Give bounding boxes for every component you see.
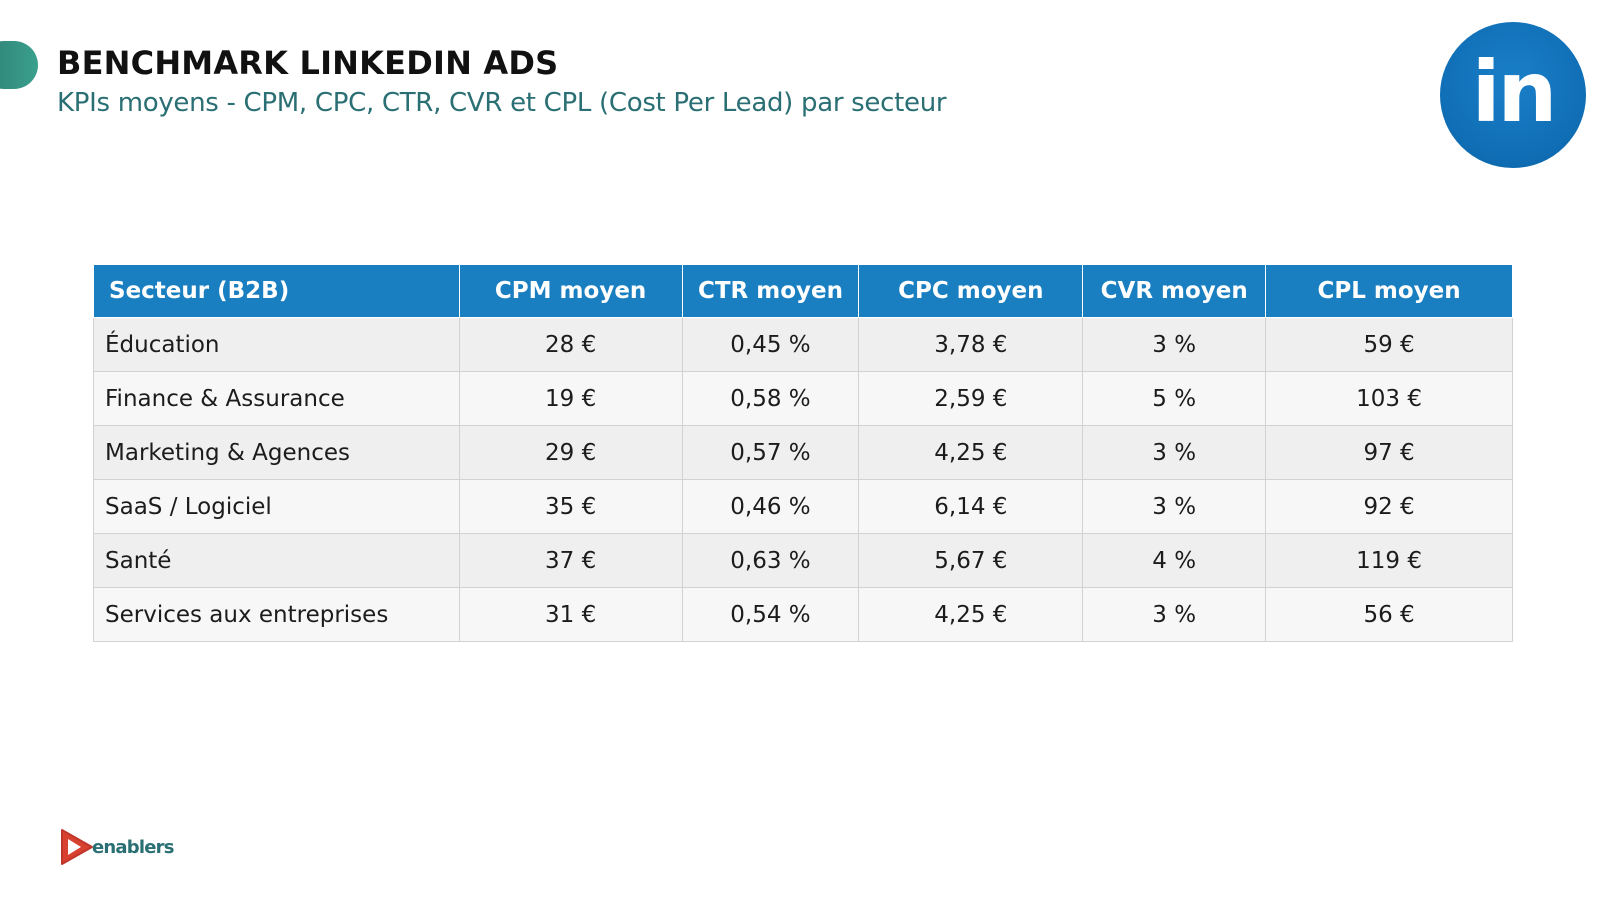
cell-cpl: 92 €: [1265, 479, 1513, 534]
cell-cpm: 31 €: [458, 587, 683, 642]
cell-cvr: 3 %: [1082, 587, 1267, 642]
cell-ctr: 0,46 %: [681, 479, 860, 534]
column-header-cvr: CVR moyen: [1082, 264, 1267, 318]
table-row: Éducation 28 € 0,45 % 3,78 € 3 % 59 €: [93, 317, 1513, 372]
cell-cvr: 3 %: [1082, 317, 1267, 372]
linkedin-logo: in: [1440, 22, 1586, 168]
cell-cvr: 5 %: [1082, 371, 1267, 426]
cell-ctr: 0,58 %: [681, 371, 860, 426]
table-row: Santé 37 € 0,63 % 5,67 € 4 % 119 €: [93, 533, 1513, 588]
column-header-ctr: CTR moyen: [681, 264, 860, 318]
column-header-cpl: CPL moyen: [1265, 264, 1513, 318]
page-subtitle: KPIs moyens - CPM, CPC, CTR, CVR et CPL …: [57, 88, 947, 118]
cell-secteur: Finance & Assurance: [93, 371, 460, 426]
cell-cpl: 56 €: [1265, 587, 1513, 642]
cell-secteur: Services aux entreprises: [93, 587, 460, 642]
play-triangle-icon: [61, 829, 93, 865]
cell-secteur: Santé: [93, 533, 460, 588]
column-header-cpc: CPC moyen: [858, 264, 1084, 318]
cell-cpm: 28 €: [458, 317, 683, 372]
cell-cpm: 19 €: [458, 371, 683, 426]
cell-cpl: 97 €: [1265, 425, 1513, 480]
cell-secteur: Marketing & Agences: [93, 425, 460, 480]
kpi-table: Secteur (B2B) CPM moyen CTR moyen CPC mo…: [93, 264, 1513, 642]
cell-ctr: 0,54 %: [681, 587, 860, 642]
table-row: Finance & Assurance 19 € 0,58 % 2,59 € 5…: [93, 371, 1513, 426]
cell-cpc: 4,25 €: [858, 425, 1084, 480]
cell-cvr: 3 %: [1082, 479, 1267, 534]
cell-secteur: SaaS / Logiciel: [93, 479, 460, 534]
table-row: Services aux entreprises 31 € 0,54 % 4,2…: [93, 587, 1513, 642]
cell-cvr: 3 %: [1082, 425, 1267, 480]
cell-ctr: 0,63 %: [681, 533, 860, 588]
cell-cpm: 29 €: [458, 425, 683, 480]
cell-cpl: 103 €: [1265, 371, 1513, 426]
column-header-cpm: CPM moyen: [458, 264, 683, 318]
table-row: SaaS / Logiciel 35 € 0,46 % 6,14 € 3 % 9…: [93, 479, 1513, 534]
cell-cpc: 5,67 €: [858, 533, 1084, 588]
column-header-secteur: Secteur (B2B): [93, 264, 460, 318]
cell-cpc: 2,59 €: [858, 371, 1084, 426]
cell-cvr: 4 %: [1082, 533, 1267, 588]
cell-ctr: 0,45 %: [681, 317, 860, 372]
cell-cpc: 6,14 €: [858, 479, 1084, 534]
cell-cpc: 3,78 €: [858, 317, 1084, 372]
table-row: Marketing & Agences 29 € 0,57 % 4,25 € 3…: [93, 425, 1513, 480]
accent-tab: [0, 41, 38, 89]
cell-cpm: 35 €: [458, 479, 683, 534]
cell-cpm: 37 €: [458, 533, 683, 588]
cell-ctr: 0,57 %: [681, 425, 860, 480]
linkedin-logo-text: in: [1471, 43, 1558, 141]
cell-cpl: 119 €: [1265, 533, 1513, 588]
brand-name: enablers: [92, 836, 174, 858]
cell-secteur: Éducation: [93, 317, 460, 372]
brand-logo: enablers: [59, 828, 174, 866]
cell-cpl: 59 €: [1265, 317, 1513, 372]
table-header-row: Secteur (B2B) CPM moyen CTR moyen CPC mo…: [93, 264, 1513, 318]
cell-cpc: 4,25 €: [858, 587, 1084, 642]
page-title: BENCHMARK LINKEDIN ADS: [57, 44, 559, 82]
